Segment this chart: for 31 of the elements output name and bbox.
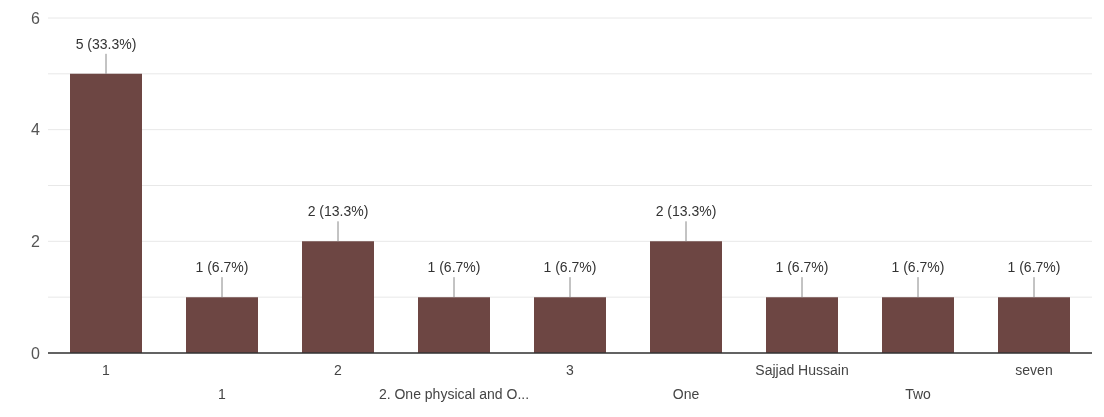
y-tick-label: 0 — [31, 344, 41, 362]
x-tick-label: 2. One physical and O... — [378, 386, 530, 402]
data-label: 1 (6.7%) — [891, 259, 945, 276]
bar — [998, 297, 1070, 353]
y-tick-label: 2 — [31, 233, 41, 251]
x-tick-label: Sajjad Hussain — [755, 362, 849, 378]
bar — [302, 241, 374, 353]
data-label: 1 (6.7%) — [195, 259, 249, 276]
x-tick-label: seven — [1015, 362, 1053, 378]
bar — [650, 241, 722, 353]
data-label: 2 (13.3%) — [307, 203, 369, 220]
data-label: 1 (6.7%) — [543, 259, 597, 276]
x-tick-label: Two — [905, 386, 932, 402]
bar — [418, 297, 490, 353]
bar — [882, 297, 954, 353]
data-label: 1 (6.7%) — [775, 259, 829, 276]
bar — [766, 297, 838, 353]
x-tick-label: 2 — [334, 362, 343, 378]
x-tick-label: 1 — [102, 362, 111, 378]
x-tick-label: 3 — [566, 362, 575, 378]
y-tick-label: 4 — [31, 121, 41, 139]
data-label: 1 (6.7%) — [1007, 259, 1061, 276]
data-label: 5 (33.3%) — [75, 35, 137, 52]
bar — [534, 297, 606, 353]
data-label: 2 (13.3%) — [655, 203, 717, 220]
bar — [186, 297, 258, 353]
x-tick-label: One — [672, 386, 700, 402]
data-label: 1 (6.7%) — [427, 259, 481, 276]
bar — [70, 73, 142, 353]
x-tick-label: 1 — [218, 386, 227, 402]
y-tick-label: 6 — [31, 9, 41, 27]
